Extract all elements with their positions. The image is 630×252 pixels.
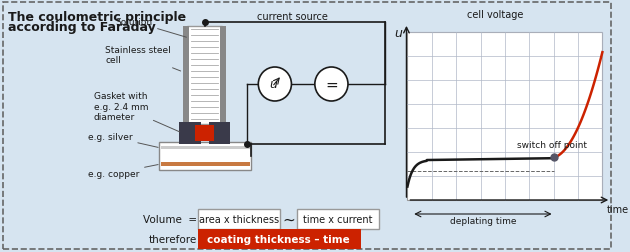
Bar [183,27,189,124]
Text: therefore: therefore [149,234,197,244]
Bar [187,27,222,124]
Text: deplating time: deplating time [450,216,516,225]
Text: u: u [269,77,277,90]
Text: =: = [325,77,338,92]
Circle shape [258,68,292,102]
Text: ~: ~ [282,212,295,227]
Text: current source: current source [257,12,328,22]
Circle shape [315,68,348,102]
Text: u: u [394,27,403,40]
Text: area x thickness: area x thickness [198,214,279,224]
Text: time: time [606,204,628,214]
Bar [161,146,249,149]
Bar [408,33,602,200]
Bar [220,27,226,124]
Text: coating thickness – time: coating thickness – time [207,234,350,244]
Text: time x current: time x current [304,214,373,224]
Text: Volume  =: Volume = [143,214,197,224]
Text: Stainless steel
cell: Stainless steel cell [105,45,181,72]
FancyBboxPatch shape [297,209,379,229]
Bar [159,142,251,170]
Bar [195,125,214,141]
FancyBboxPatch shape [198,209,280,229]
Bar [180,122,201,144]
Bar [209,122,230,144]
Text: Gasket with
e.g. 2.4 mm
diameter: Gasket with e.g. 2.4 mm diameter [94,92,180,132]
Bar [161,162,249,166]
Text: switch off point: switch off point [517,141,587,150]
Text: cell voltage: cell voltage [467,10,524,20]
Text: e.g. silver: e.g. silver [88,133,158,148]
Text: according to Faraday: according to Faraday [8,21,156,34]
FancyBboxPatch shape [198,229,360,249]
Text: e.g. copper: e.g. copper [88,165,158,178]
Text: The coulometric principle: The coulometric principle [8,11,186,24]
Text: Solution: Solution [115,18,186,38]
